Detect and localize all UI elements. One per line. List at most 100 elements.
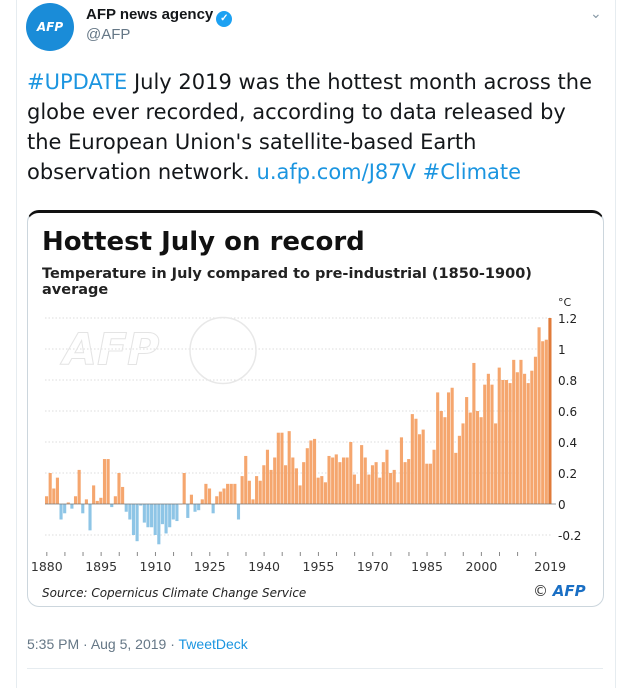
bar-1937 — [251, 499, 255, 504]
x-tick-label: 2019 — [534, 559, 566, 574]
bar-1983 — [418, 434, 422, 504]
afp-credit-logo: © AFP — [533, 582, 586, 600]
bar-2013 — [526, 383, 530, 504]
chart-image[interactable]: -0.2 0 0.2 0.4 0.6 0.8 1 1.2 °C AFP 1880 1895 1910 19… — [27, 210, 604, 607]
bar-1935 — [244, 455, 248, 504]
bar-1931 — [229, 483, 233, 504]
bar-1961 — [338, 462, 342, 504]
author-name[interactable]: AFP news agency ✓ — [86, 6, 233, 27]
tweet-date[interactable]: Aug 5, 2019 — [90, 636, 167, 652]
bar-1958 — [327, 455, 331, 504]
chevron-down-icon[interactable]: ⌄ — [590, 6, 602, 22]
bar-1923 — [200, 499, 204, 504]
bar-1986 — [428, 463, 432, 504]
x-tick-label: 1985 — [411, 559, 443, 574]
bar-1903 — [128, 504, 132, 520]
bar-1893 — [92, 485, 96, 504]
bar-1945 — [280, 432, 284, 504]
bar-1920 — [189, 494, 193, 504]
bar-1995 — [461, 423, 465, 504]
bar-1996 — [465, 397, 469, 504]
y-tick-label: 0.8 — [558, 374, 577, 388]
bar-1942 — [269, 469, 273, 504]
bar-1910 — [153, 504, 157, 535]
bar-1998 — [472, 362, 476, 504]
bar-2000 — [479, 417, 483, 504]
bar-1992 — [450, 387, 454, 504]
bar-2005 — [497, 367, 501, 504]
bar-1965 — [352, 474, 356, 504]
bar-1941 — [265, 449, 270, 504]
bar-1901 — [121, 486, 125, 504]
bar-1892 — [88, 504, 92, 531]
bar-1890 — [81, 504, 85, 514]
bar-1891 — [84, 499, 88, 504]
bar-1974 — [385, 449, 389, 504]
bar-1914 — [168, 504, 172, 528]
bar-1909 — [150, 504, 154, 528]
bar-1922 — [197, 504, 201, 511]
bar-1896 — [102, 459, 107, 504]
bar-1968 — [363, 457, 367, 504]
hashtag-climate[interactable]: #Climate — [422, 160, 522, 184]
bar-1951 — [302, 462, 306, 504]
bar-1932 — [233, 483, 237, 504]
bar-2010 — [515, 372, 519, 504]
bar-1993 — [454, 452, 458, 504]
bar-2014 — [530, 370, 534, 504]
bar-1994 — [457, 435, 461, 504]
bar-1946 — [284, 465, 288, 504]
bar-1950 — [298, 485, 302, 504]
bar-2015 — [533, 356, 538, 504]
bar-1964 — [349, 442, 353, 504]
bar-1905 — [135, 504, 139, 542]
bar-1921 — [193, 504, 197, 512]
hashtag-update[interactable]: #UPDATE — [27, 70, 128, 94]
bar-2011 — [519, 359, 523, 504]
avatar[interactable]: AFP — [26, 3, 74, 51]
bar-2017 — [541, 341, 545, 504]
bar-1897 — [106, 459, 110, 504]
bar-1926 — [211, 504, 215, 514]
bar-1919 — [186, 504, 190, 518]
verified-badge-icon: ✓ — [216, 11, 233, 27]
tweet — [16, 0, 616, 688]
bar-1947 — [287, 431, 291, 504]
tweet-source-link[interactable]: TweetDeck — [178, 636, 248, 652]
y-tick-label: 1 — [558, 343, 566, 357]
bar-1927 — [215, 496, 219, 504]
bar-1880 — [45, 496, 49, 504]
bar-1975 — [389, 473, 393, 504]
bar-1972 — [378, 477, 382, 504]
bar-1949 — [294, 468, 298, 504]
bar-1898 — [110, 504, 114, 508]
x-tick-label: 1940 — [248, 559, 280, 574]
y-axis-unit: °C — [558, 296, 572, 309]
x-tick-label: 1880 — [31, 559, 63, 574]
bar-1884 — [59, 504, 63, 520]
bar-1977 — [396, 482, 400, 504]
bar-1989 — [439, 411, 443, 504]
tweet-meta: 5:35 PM · Aug 5, 2019 · TweetDeck — [27, 636, 248, 652]
bar-1953 — [309, 440, 313, 504]
tweet-link[interactable]: u.afp.com/J87V — [256, 160, 416, 184]
bar-1939 — [258, 480, 262, 504]
y-tick-label: 0.4 — [558, 436, 577, 450]
x-tick-label: 1925 — [194, 559, 226, 574]
bar-1902 — [124, 504, 128, 512]
bar-1895 — [99, 497, 103, 504]
bar-1916 — [175, 504, 179, 522]
bar-2018 — [544, 339, 548, 504]
author-handle[interactable]: @AFP — [86, 26, 131, 43]
bar-1881 — [48, 473, 52, 504]
bar-2004 — [494, 423, 498, 504]
bar-1912 — [160, 504, 165, 525]
bar-1944 — [276, 432, 280, 504]
bar-2007 — [504, 380, 509, 504]
tweet-time[interactable]: 5:35 PM — [27, 636, 80, 652]
bar-1956 — [320, 476, 324, 504]
y-tick-label: 0.2 — [558, 467, 577, 481]
bar-2003 — [490, 384, 494, 504]
chart-source: Source: Copernicus Climate Change Servic… — [42, 586, 307, 600]
bar-1889 — [77, 469, 81, 504]
